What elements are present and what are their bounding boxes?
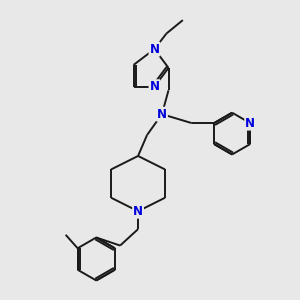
Text: N: N (245, 117, 255, 130)
Text: N: N (133, 205, 143, 218)
Text: N: N (157, 108, 167, 121)
Text: N: N (149, 80, 160, 93)
Text: N: N (149, 43, 160, 56)
